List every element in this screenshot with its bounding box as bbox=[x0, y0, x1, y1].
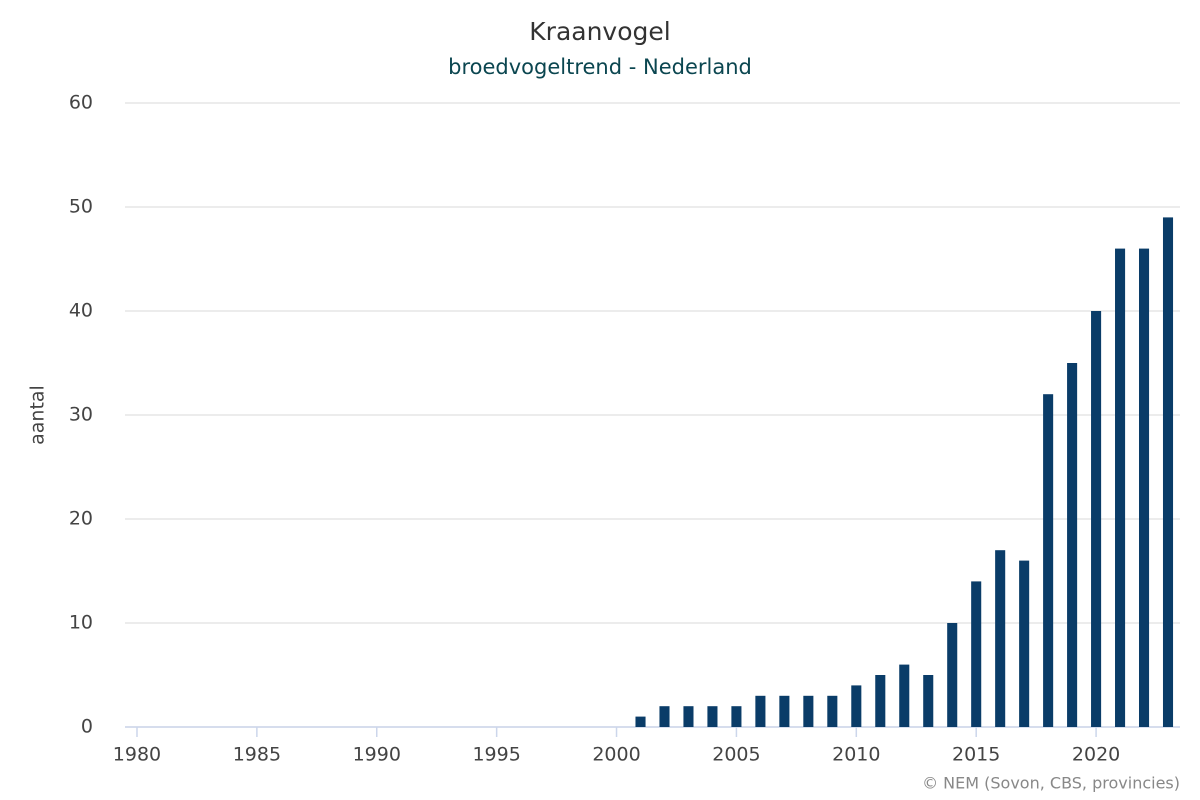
bar bbox=[683, 706, 694, 727]
y-tick-label: 10 bbox=[69, 612, 93, 634]
x-tick-label: 1985 bbox=[233, 744, 281, 766]
bar bbox=[731, 706, 742, 727]
credits: © NEM (Sovon, CBS, provincies) bbox=[922, 774, 1180, 793]
x-tick-label: 1990 bbox=[353, 744, 401, 766]
x-tick-label: 1980 bbox=[113, 744, 161, 766]
chart-subtitle: broedvogeltrend - Nederland bbox=[448, 55, 752, 79]
bar bbox=[923, 675, 934, 727]
chart-title: Kraanvogel bbox=[529, 17, 670, 46]
bar bbox=[947, 623, 958, 727]
x-tick-label: 1995 bbox=[472, 744, 520, 766]
bar bbox=[635, 716, 646, 727]
y-tick-label: 40 bbox=[69, 300, 93, 322]
bar bbox=[1067, 363, 1078, 727]
x-tick-label: 2005 bbox=[712, 744, 760, 766]
y-tick-label: 30 bbox=[69, 404, 93, 426]
y-tick-label: 60 bbox=[69, 92, 93, 114]
bar bbox=[827, 695, 838, 727]
bar bbox=[1019, 560, 1030, 727]
bar bbox=[1115, 248, 1126, 727]
bar bbox=[755, 695, 766, 727]
y-tick-label: 50 bbox=[69, 196, 93, 218]
bar bbox=[851, 685, 862, 727]
bar bbox=[659, 706, 670, 727]
bar bbox=[707, 706, 718, 727]
y-axis-label: aantal bbox=[27, 385, 49, 445]
x-tick-label: 2020 bbox=[1072, 744, 1120, 766]
bar bbox=[1091, 311, 1102, 727]
y-tick-label: 20 bbox=[69, 508, 93, 530]
bar bbox=[971, 581, 982, 727]
bar bbox=[779, 695, 790, 727]
bar bbox=[995, 550, 1006, 727]
x-tick-label: 2000 bbox=[592, 744, 640, 766]
x-tick-label: 2015 bbox=[952, 744, 1000, 766]
x-tick-label: 2010 bbox=[832, 744, 880, 766]
y-tick-label: 0 bbox=[81, 716, 93, 738]
bar bbox=[875, 675, 886, 727]
bar bbox=[899, 664, 910, 727]
bar bbox=[1043, 394, 1054, 727]
bar bbox=[803, 695, 814, 727]
bar bbox=[1162, 217, 1174, 727]
bar bbox=[1138, 248, 1150, 727]
